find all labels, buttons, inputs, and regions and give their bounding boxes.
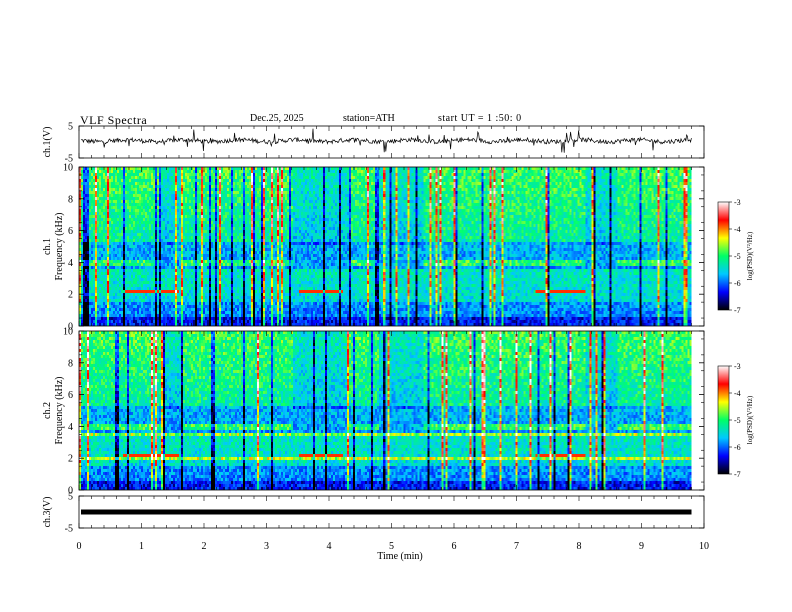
y-tick-label: 2 [68,454,73,465]
x-tick-label: 5 [389,541,394,552]
y-axis-label: Frequency (kHz) [54,212,65,280]
colorbar [717,201,730,311]
colorbar-tick-label: -5 [734,252,741,261]
x-tick-label: 2 [202,541,207,552]
ch1-voltage-trace [80,128,692,153]
colorbar-tick-label: -4 [734,389,741,398]
y-axis-label: Frequency (kHz) [54,376,65,444]
spectrogram-image [79,331,692,490]
ch3-voltage-trace [81,509,692,515]
colorbar-tick-label: -3 [734,198,741,207]
y-tick-label: 0 [68,486,73,497]
y-tick-label: 10 [63,327,73,338]
y-tick-label: 2 [68,290,73,301]
y-tick-label: 6 [68,390,73,401]
x-axis-label: Time (min) [377,551,422,562]
y-axis-label: ch.3(V) [42,497,53,528]
ch1-voltage-panel: 5 -5 ch.1(V) [42,122,705,165]
y-tick-label: 5 [68,122,73,133]
colorbar-tick-label: -7 [734,306,741,315]
y-tick-label: -5 [65,524,73,535]
y-axis-label: ch.2 [42,402,53,419]
y-tick-label: 8 [68,194,73,205]
y-tick-label: -5 [65,154,73,165]
x-tick-label: 7 [514,541,519,552]
y-tick-label: 0 [68,322,73,333]
date-label: Dec.25, 2025 [250,113,304,124]
chart-title: VLF Spectra [80,113,148,127]
colorbar-label: log(PSD)(V²/Hz) [746,231,754,280]
colorbar-tick-label: -3 [734,362,741,371]
y-tick-label: 8 [68,358,73,369]
colorbar-tick-label: -7 [734,470,741,479]
station-label: station=ATH [343,113,395,124]
x-tick-label: 1 [139,541,144,552]
y-axis-label: ch.1(V) [42,127,53,158]
start-time-label: start UT = 1 :50: 0 [438,113,522,124]
y-tick-label: 6 [68,226,73,237]
x-axis: 0 1 2 3 4 5 6 7 8 9 10 Time (min) [77,541,710,562]
colorbar-tick-label: -6 [734,443,741,452]
x-tick-label: 8 [577,541,582,552]
y-tick-label: 4 [68,422,73,433]
spectrogram-image [79,167,692,326]
colorbar-tick-label: -5 [734,416,741,425]
x-tick-label: 0 [77,541,82,552]
x-tick-label: 6 [452,541,457,552]
x-tick-label: 4 [327,541,332,552]
colorbar-label: log(PSD)(V²/Hz) [746,395,754,444]
ch2-spectrogram-panel: 0 2 4 6 8 10 ch.2 Frequency (kHz) -3 -4 -5 -6 -7 log(… [42,327,754,497]
y-tick-label: 5 [68,492,73,503]
ch1-spectrogram-panel: 0 2 4 6 8 10 ch.1 Frequency (kHz) -3 -4 -5 -6 -7 log(… [42,163,754,333]
x-tick-label: 9 [639,541,644,552]
x-tick-label: 10 [699,541,709,552]
x-tick-label: 3 [264,541,269,552]
y-tick-label: 10 [63,163,73,174]
colorbar-tick-label: -6 [734,279,741,288]
colorbar-tick-label: -4 [734,225,741,234]
y-axis-label: ch.1 [42,238,53,255]
ch3-voltage-panel: 5 -5 ch.3(V) [42,492,705,535]
colorbar [717,365,730,475]
y-tick-label: 4 [68,258,73,269]
